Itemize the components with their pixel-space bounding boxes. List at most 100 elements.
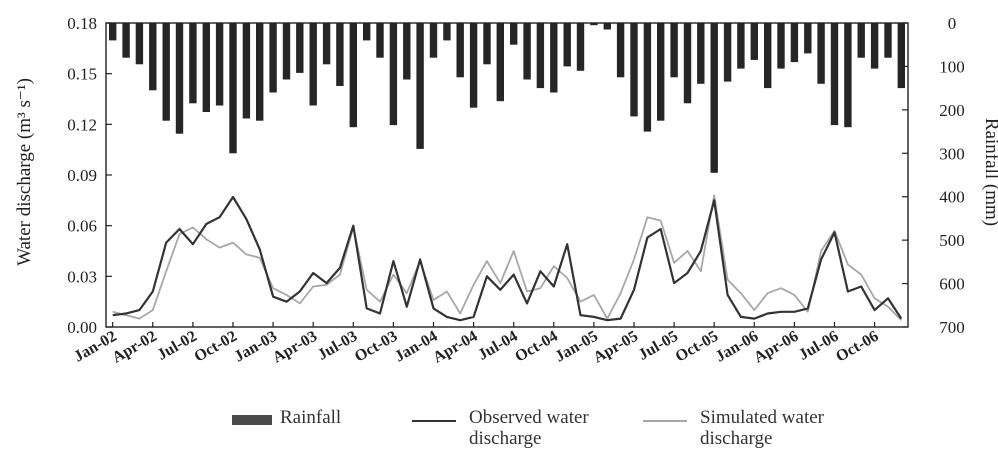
rainfall-bar-Mar-05	[616, 23, 625, 78]
x-tick-label: Apr-03	[270, 328, 320, 367]
rainfall-bar-Mar-06	[777, 23, 785, 69]
legend-simulated-swatch	[643, 420, 687, 422]
rainfall-bar-May-06	[804, 23, 812, 54]
x-tick-label: Apr-05	[591, 328, 641, 367]
rainfall-bar-Nov-06	[884, 23, 892, 58]
rainfall-bar-Aug-04	[523, 23, 531, 80]
rainfall-bar-Jan-03	[269, 23, 277, 93]
rainfall-bar-Jul-05	[670, 23, 678, 78]
rainfall-bar-Sep-04	[536, 23, 545, 89]
rainfall-bar-Dec-05	[737, 23, 745, 69]
x-tick-label: Oct-03	[352, 328, 401, 366]
x-tick-label: Apr-06	[751, 328, 801, 367]
rainfall-bar-Sep-06	[857, 23, 865, 58]
rainfall-bar-Jan-02	[109, 23, 117, 41]
rainfall-bars	[109, 23, 905, 173]
rainfall-bar-Oct-02	[229, 23, 237, 154]
rainfall-bar-Jan-06	[750, 23, 758, 60]
y-axis-right-title: Rainfall (mm)	[981, 118, 998, 226]
rainfall-bar-Mar-04	[456, 23, 464, 78]
x-tick-label: Oct-02	[191, 328, 240, 366]
y-left-tick-label: 0.00	[67, 318, 97, 337]
rainfall-bar-Jun-06	[817, 23, 825, 84]
rainfall-bar-Feb-05	[603, 23, 611, 30]
x-tick-label: Jan-06	[713, 328, 762, 366]
legend-observed-label-line2: discharge	[469, 428, 542, 449]
rainfall-bar-Nov-04	[563, 23, 571, 67]
legend-observed-swatch	[412, 420, 456, 422]
rainfall-bar-Aug-06	[844, 23, 852, 128]
x-tick-label: Jul-02	[154, 328, 199, 364]
rainfall-bar-Jun-03	[336, 23, 344, 86]
rainfall-bar-Jul-02	[189, 23, 197, 104]
rainfall-bar-Dec-06	[897, 23, 905, 89]
y-right-tick-label: 200	[939, 101, 965, 120]
x-tick-label: Oct-04	[512, 328, 561, 366]
x-tick-label: Apr-04	[430, 328, 480, 367]
rainfall-bar-Feb-04	[443, 23, 451, 41]
discharge-lines	[112, 194, 903, 322]
rainfall-bar-May-04	[483, 23, 491, 65]
simulated-discharge-line	[112, 194, 902, 321]
rainfall-bar-Apr-02	[149, 23, 157, 91]
chart-axes: 0.00 0.03 0.06 0.09 0.12 0.15 0.18 0 100 200 300 40…	[67, 14, 965, 367]
y-left-tick-label: 0.09	[67, 166, 97, 185]
y-right-tick-label: 700	[939, 318, 965, 337]
legend-simulated-label-line2: discharge	[700, 428, 773, 449]
y-right-tick-label: 100	[939, 57, 965, 76]
rainfall-bar-Nov-05	[723, 23, 732, 82]
rainfall-bar-Aug-03	[363, 23, 371, 41]
x-tick-label: Jul-05	[636, 328, 681, 364]
legend-observed-label-line1: Observed water	[469, 407, 589, 428]
rainfall-bar-Jun-04	[496, 23, 504, 102]
x-tick-label: Jan-05	[552, 328, 601, 366]
rainfall-bar-Apr-03	[309, 23, 317, 106]
rainfall-bar-Sep-03	[376, 23, 384, 58]
y-right-tick-label: 400	[939, 188, 965, 207]
rainfall-bar-Aug-02	[202, 23, 210, 112]
rainfall-bar-Oct-04	[550, 23, 558, 93]
y-left-tick-label: 0.06	[67, 217, 97, 236]
rainfall-bar-Sep-05	[697, 23, 705, 84]
legend-simulated-label-line1: Simulated water	[700, 407, 824, 428]
chart-legend: Rainfall Observed water discharge Simula…	[0, 408, 998, 452]
rainfall-bar-Oct-03	[389, 23, 398, 126]
legend-rainfall-label: Rainfall	[280, 407, 342, 428]
rainfall-bar-Dec-02	[256, 23, 264, 121]
rainfall-bar-Dec-04	[576, 23, 585, 71]
x-tick-label: Oct-05	[673, 328, 722, 366]
x-tick-label: Jul-04	[475, 328, 520, 364]
y-right-tick-label: 300	[939, 144, 965, 163]
rainfall-bar-Jan-04	[429, 23, 438, 58]
rainfall-bar-Nov-03	[403, 23, 411, 80]
rainfall-bar-Oct-06	[870, 23, 879, 69]
rainfall-bar-Apr-04	[469, 23, 478, 108]
x-tick-label: Jul-03	[315, 328, 360, 364]
rainfall-bar-Apr-06	[790, 23, 799, 63]
discharge-rainfall-chart: 0.00 0.03 0.06 0.09 0.12 0.15 0.18 0 100 200 300 40…	[14, 14, 998, 367]
x-tick-label: Jul-06	[796, 328, 841, 364]
rainfall-bar-Feb-02	[122, 23, 130, 58]
x-tick-label: Jan-03	[232, 328, 281, 366]
rainfall-bar-Aug-05	[683, 23, 692, 104]
rainfall-bar-Jul-04	[510, 23, 518, 45]
rainfall-bar-May-03	[322, 23, 331, 65]
y-left-tick-label: 0.12	[67, 115, 97, 134]
y-right-tick-label: 500	[939, 231, 965, 250]
rainfall-bar-Dec-03	[416, 23, 424, 149]
rainfall-bar-Jul-03	[349, 23, 357, 128]
y-right-tick-label: 600	[939, 275, 965, 294]
rainfall-bar-Mar-03	[296, 23, 304, 73]
rainfall-bar-Sep-02	[215, 23, 224, 106]
rainfall-bar-Oct-05	[710, 23, 718, 173]
y-left-tick-label: 0.15	[67, 65, 97, 84]
rainfall-bar-Jun-05	[657, 23, 665, 121]
rainfall-bar-Apr-05	[630, 23, 638, 117]
rainfall-bar-Mar-02	[135, 23, 144, 65]
y-axis-left-title: Water discharge (m³ s⁻¹)	[14, 78, 35, 266]
rainfall-bar-Jan-05	[590, 23, 598, 26]
rainfall-bar-May-02	[162, 23, 170, 121]
y-left-tick-label: 0.18	[67, 14, 97, 33]
rainfall-bar-Jul-06	[830, 23, 839, 126]
x-tick-label: Apr-02	[109, 328, 159, 367]
